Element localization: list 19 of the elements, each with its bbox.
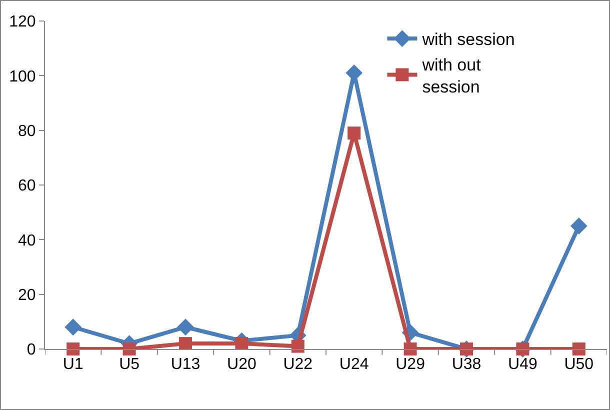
x-tick-label: U20 — [227, 356, 256, 374]
x-tick-label: U1 — [62, 356, 84, 374]
y-tick-label: 120 — [9, 14, 36, 31]
x-tick-label: U29 — [396, 356, 426, 374]
x-tick-label: U38 — [452, 356, 482, 374]
legend-label: with session — [421, 30, 515, 50]
y-tick-label: 40 — [18, 232, 36, 250]
x-tick-label: U24 — [339, 356, 369, 374]
y-tick-label: 20 — [18, 286, 36, 304]
y-tick-label: 100 — [9, 68, 36, 86]
x-tick-label: U22 — [283, 356, 313, 374]
y-tick-label: 0 — [26, 342, 36, 359]
x-tick-label: U50 — [564, 356, 594, 374]
y-tick-label: 80 — [18, 122, 36, 140]
x-tick-label: U13 — [170, 356, 200, 374]
x-tick-label: U5 — [119, 356, 140, 374]
x-tick-label: U49 — [508, 356, 538, 374]
legend-label: with out session — [421, 55, 482, 96]
y-tick-label: 60 — [18, 178, 36, 195]
